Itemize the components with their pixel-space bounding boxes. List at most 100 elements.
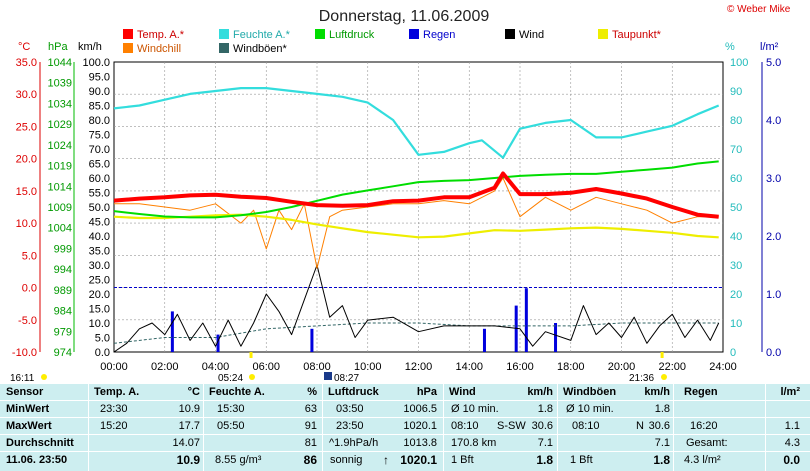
pressure-tick-label: 1019 <box>48 161 72 173</box>
pressure-tick-label: 1024 <box>48 140 72 152</box>
legend-swatch <box>315 29 325 39</box>
wind-avg-value: 7.1 <box>537 437 553 449</box>
pressure-tick-label: 1039 <box>48 78 72 90</box>
pressure-tick-label: 984 <box>54 306 72 318</box>
pressure-trend-arrow: ↑ <box>383 453 389 467</box>
humidity-tick-label: 50 <box>730 202 742 214</box>
pressure-unit-label: hPa <box>48 41 68 53</box>
pressure-forecast: sonnig <box>330 454 363 466</box>
wind-tick-label: 100.0 <box>82 57 110 69</box>
pressure-tick-label: 979 <box>54 326 72 338</box>
moonset-label: 16:11 <box>10 373 35 384</box>
row-max-label: MaxWert <box>6 420 52 432</box>
wind-tick-label: 95.0 <box>89 72 110 84</box>
time-tick-label: 08:00 <box>303 361 331 373</box>
pressure-avg-value: 1013.8 <box>403 437 437 449</box>
pressure-tick-label: 1009 <box>48 202 72 214</box>
rain-max-value: 1.1 <box>784 420 800 432</box>
time-tick-label: 22:00 <box>658 361 686 373</box>
wind-tick-label: 85.0 <box>89 101 110 113</box>
humidity-min-time: 15:30 <box>217 403 245 415</box>
legend-label: Temp. A.* <box>137 29 185 41</box>
wind-tick-label: 45.0 <box>89 217 110 229</box>
table-divider <box>557 384 558 471</box>
table-row-divider <box>0 417 810 418</box>
pressure-tick-label: 974 <box>54 347 72 359</box>
table-divider <box>203 384 204 471</box>
header-humidity-unit: % <box>307 386 317 398</box>
wind-now-bft: 1 Bft <box>451 454 474 466</box>
gust-max-value: 30.6 <box>648 420 670 432</box>
series-line-wind <box>113 264 720 353</box>
humidity-tick-label: 10 <box>730 318 742 330</box>
header-rain: Regen <box>684 386 718 398</box>
rain-tick-label: 5.0 <box>766 57 781 69</box>
wind-tick-label: 90.0 <box>89 86 110 98</box>
temp-max-time: 15:20 <box>100 420 128 432</box>
rain-bar <box>310 328 314 352</box>
moon-icon <box>41 374 47 380</box>
wind-tick-label: 30.0 <box>89 260 110 272</box>
legend-swatch <box>409 29 419 39</box>
legend-swatch <box>123 29 133 39</box>
time-tick-label: 00:00 <box>100 361 128 373</box>
temp-tick-label: 15.0 <box>16 186 37 198</box>
time-tick-label: 24:00 <box>709 361 737 373</box>
wind-tick-label: 75.0 <box>89 130 110 142</box>
legend-swatch <box>219 29 229 39</box>
legend-label: Feuchte A.* <box>233 29 291 41</box>
header-sensor: Sensor <box>6 386 44 398</box>
time-tick-label: 06:00 <box>252 361 280 373</box>
temp-min-time: 23:30 <box>100 403 128 415</box>
series-line-feuchte-a <box>113 86 720 159</box>
wind-tick-label: 15.0 <box>89 304 110 316</box>
temp-unit-label: °C <box>18 41 30 53</box>
time-tick-label: 16:00 <box>506 361 534 373</box>
header-temp: Temp. A. <box>94 386 140 398</box>
series-line-luftdruck <box>113 160 719 219</box>
humidity-tick-label: 100 <box>730 57 748 69</box>
temp-tick-label: 35.0 <box>16 57 37 69</box>
series-line-windb-en <box>113 322 719 344</box>
pressure-min-time: 03:50 <box>336 403 364 415</box>
wind-tick-label: 25.0 <box>89 275 110 287</box>
header-humidity: Feuchte A. <box>209 386 265 398</box>
rain-bar <box>482 328 486 352</box>
rain-total-label: Gesamt: <box>686 437 728 449</box>
rain-tick-label: 1.0 <box>766 289 781 301</box>
humidity-unit-label: % <box>725 41 735 53</box>
temp-tick-label: 10.0 <box>16 218 37 230</box>
legend-swatch <box>219 43 229 53</box>
legend-label: Regen <box>423 29 455 41</box>
humidity-max-value: 91 <box>304 420 317 432</box>
header-wind-unit: km/h <box>527 386 553 398</box>
humidity-now-value: 86 <box>303 453 317 467</box>
gust-avg10-value: 1.8 <box>654 403 670 415</box>
time-tick-label: 18:00 <box>557 361 585 373</box>
header-temp-unit: °C <box>187 386 200 398</box>
humidity-max-time: 05:50 <box>217 420 245 432</box>
series-line-windchill <box>114 177 719 269</box>
pressure-tick-label: 1034 <box>48 98 72 110</box>
sunset-icon <box>661 374 667 380</box>
table-divider <box>673 384 674 471</box>
wind-unit-label: km/h <box>78 41 102 53</box>
series-line-taupunkt <box>113 213 719 239</box>
temp-tick-label: 30.0 <box>16 89 37 101</box>
humidity-tick-label: 40 <box>730 231 742 243</box>
legend: Temp. A.* Feuchte A.* Luftdruck Regen Wind Ta… <box>123 29 662 55</box>
header-rain-unit: l/m² <box>780 386 800 398</box>
rain-tick-label: 0.0 <box>766 347 781 359</box>
stats-table: Sensor MinWert MaxWert Durchschnitt 11.06. 2… <box>0 384 810 471</box>
pressure-tick-label: 1014 <box>48 181 72 193</box>
copyright-text: © Weber Mike <box>727 4 791 15</box>
sunrise-label: 05:24 <box>218 373 243 384</box>
wind-tick-label: 65.0 <box>89 159 110 171</box>
pressure-trend: ^1.9hPa/h <box>329 437 379 449</box>
pressure-tick-label: 1004 <box>48 223 72 235</box>
header-gust: Windböen <box>563 386 617 398</box>
wind-tick-label: 0.0 <box>95 347 110 359</box>
gust-now-bft: 1 Bft <box>570 454 593 466</box>
wind-run: 170.8 km <box>451 437 497 449</box>
humidity-now-abs: 8.55 g/m³ <box>215 454 262 466</box>
